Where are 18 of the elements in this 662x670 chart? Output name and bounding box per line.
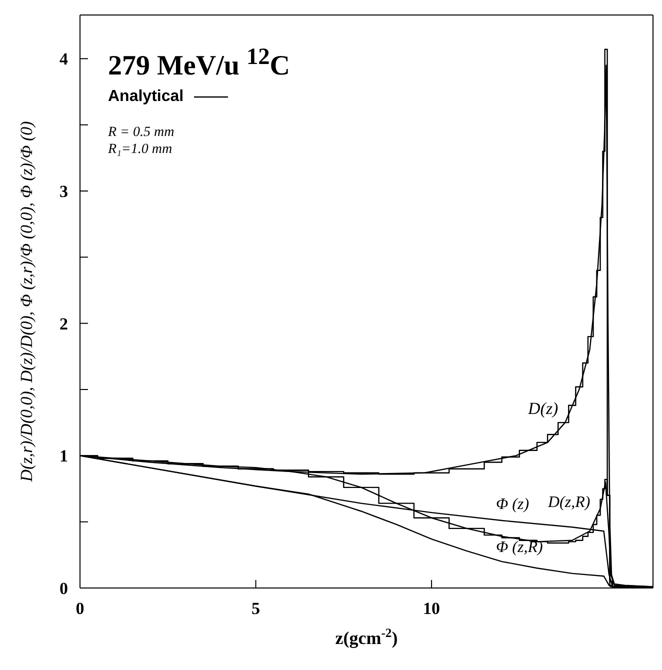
annotation: D(z,R)	[548, 494, 590, 511]
y-tick-label: 4	[60, 50, 68, 69]
x-tick-label: 0	[76, 599, 84, 618]
y-tick-label: 1	[60, 446, 68, 466]
x-tick-label: 10	[423, 599, 440, 618]
annotation: Φ (z,R)	[496, 539, 543, 556]
annotation: Φ (z)	[496, 496, 530, 513]
legend-label: Analytical	[108, 88, 184, 106]
annotation: R = 0.5 mm	[108, 125, 174, 140]
annotation: R₁=1.0 mm	[108, 142, 172, 157]
annotation: D(z)	[528, 399, 558, 418]
x-tick-label: 5	[252, 599, 260, 618]
y-tick-label: 0	[60, 579, 68, 598]
y-tick-label: 3	[60, 182, 68, 201]
x-axis-title: z(gcm$^{-2}$)	[335, 626, 398, 648]
y-axis-title: D(z,r)/D(0,0), D(z)/D(0), Φ (z,r)/Φ (0,0), Φ (z)/Φ (0)	[17, 120, 36, 483]
y-tick-label: 2	[60, 314, 68, 334]
text: 279 MeV/u $^{12}$C	[108, 44, 290, 82]
